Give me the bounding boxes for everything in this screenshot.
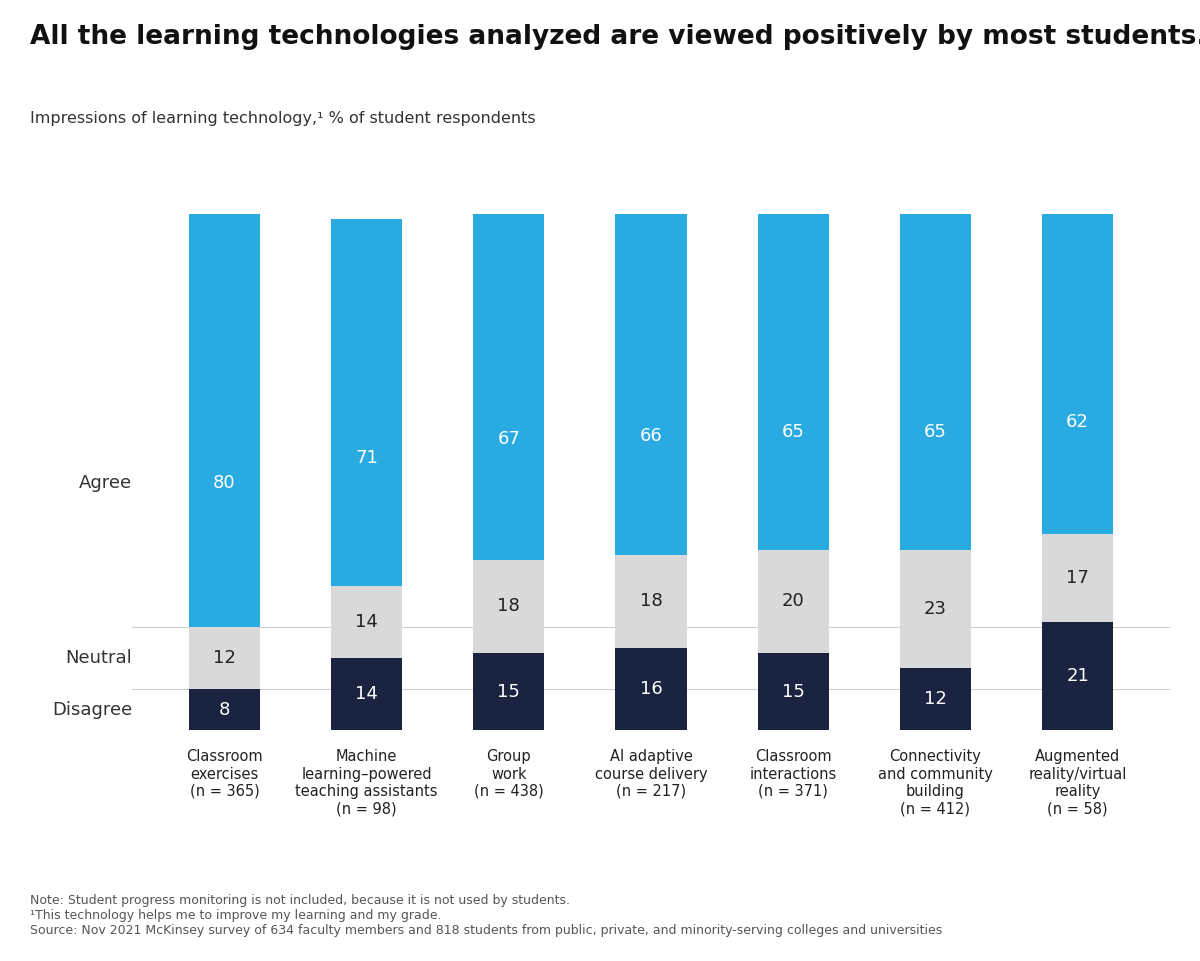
Text: 18: 18 xyxy=(498,598,520,615)
Text: 71: 71 xyxy=(355,449,378,467)
Text: Agree: Agree xyxy=(79,474,132,492)
Bar xyxy=(473,653,545,730)
Text: 18: 18 xyxy=(640,592,662,610)
Bar xyxy=(757,214,829,550)
Text: 16: 16 xyxy=(640,680,662,698)
Bar xyxy=(1042,534,1114,622)
Bar xyxy=(757,653,829,730)
Text: 20: 20 xyxy=(782,592,804,610)
Text: 23: 23 xyxy=(924,600,947,618)
Bar xyxy=(473,214,545,560)
Bar xyxy=(900,214,971,550)
Text: 21: 21 xyxy=(1066,667,1090,685)
Text: Neutral: Neutral xyxy=(65,649,132,667)
Text: Impressions of learning technology,¹ % of student respondents: Impressions of learning technology,¹ % o… xyxy=(30,111,535,126)
Bar xyxy=(900,550,971,669)
Text: Note: Student progress monitoring is not included, because it is not used by stu: Note: Student progress monitoring is not… xyxy=(30,894,942,937)
Text: 80: 80 xyxy=(214,474,235,492)
Bar xyxy=(473,560,545,653)
Bar xyxy=(1042,622,1114,730)
Text: 14: 14 xyxy=(355,685,378,703)
Bar xyxy=(757,550,829,653)
Bar xyxy=(188,214,260,628)
Text: 14: 14 xyxy=(355,613,378,631)
Text: Disagree: Disagree xyxy=(52,701,132,719)
Text: 8: 8 xyxy=(218,701,230,719)
Text: 12: 12 xyxy=(924,690,947,708)
Text: 66: 66 xyxy=(640,427,662,445)
Text: 15: 15 xyxy=(497,682,521,701)
Bar xyxy=(1042,214,1114,534)
Text: 15: 15 xyxy=(781,682,805,701)
Text: 65: 65 xyxy=(924,423,947,441)
Bar xyxy=(900,669,971,730)
Text: 65: 65 xyxy=(781,423,805,441)
Bar xyxy=(188,689,260,730)
Bar xyxy=(616,554,686,648)
Bar xyxy=(188,628,260,689)
Bar xyxy=(331,219,402,586)
Text: 62: 62 xyxy=(1066,413,1090,431)
Text: 67: 67 xyxy=(497,430,521,448)
Text: 17: 17 xyxy=(1066,569,1090,587)
Text: All the learning technologies analyzed are viewed positively by most students.: All the learning technologies analyzed a… xyxy=(30,24,1200,50)
Bar xyxy=(616,214,686,554)
Text: 12: 12 xyxy=(212,649,236,667)
Bar xyxy=(331,658,402,730)
Bar xyxy=(616,648,686,730)
Bar xyxy=(331,586,402,658)
